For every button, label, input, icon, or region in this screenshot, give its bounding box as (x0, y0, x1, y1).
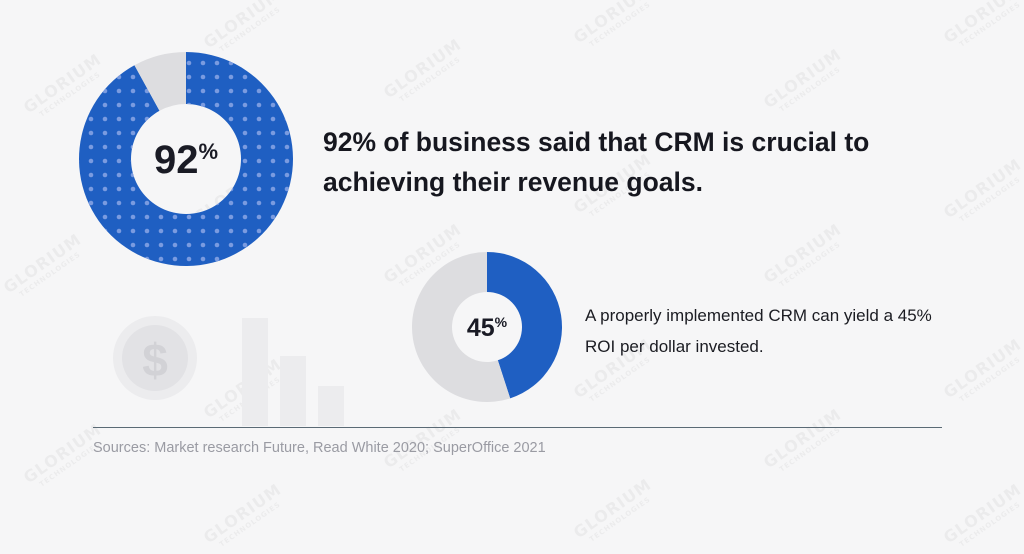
donut-45-value-label: 45% (467, 314, 508, 342)
donut-92-dot-texture (78, 52, 293, 266)
donut-45-value-slice (487, 252, 562, 399)
donut-45-number: 45 (467, 314, 495, 342)
donut-45-remainder-slice (412, 252, 511, 402)
donut-92-unit: % (198, 139, 218, 164)
dollar-coin-icon: $ (113, 316, 197, 400)
dollar-symbol: $ (142, 334, 168, 386)
donut-chart-45: 45% (412, 252, 562, 402)
bar-chart-icon (242, 318, 344, 426)
donut-92-remainder-slice (134, 52, 186, 111)
donut-chart-92: 92% (78, 52, 293, 266)
stat-45-caption: A properly implemented CRM can yield a 4… (585, 306, 932, 356)
sources-note: Sources: Market research Future, Read Wh… (93, 440, 546, 456)
donut-92-value-label: 92% (154, 138, 218, 182)
charts-layer: 92% 45% (78, 52, 562, 402)
stat-92-caption: 92% of business said that CRM is crucial… (323, 127, 870, 197)
donut-92-number: 92 (154, 138, 199, 182)
divider-line (93, 427, 942, 428)
decor-layer: $ (113, 316, 344, 426)
donut-45-unit: % (495, 314, 508, 330)
